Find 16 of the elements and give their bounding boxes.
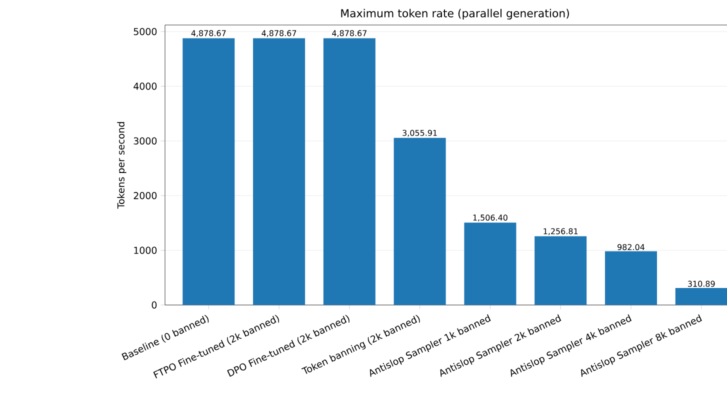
chart-title: Maximum token rate (parallel generation) xyxy=(341,8,569,20)
bar xyxy=(394,138,446,305)
y-tick-label: 4000 xyxy=(134,82,157,90)
y-axis-title: Tokens per second xyxy=(117,122,126,209)
y-tick-label: 5000 xyxy=(134,28,157,36)
bar xyxy=(604,251,657,305)
bar xyxy=(323,38,376,305)
y-tick-label: 0 xyxy=(152,301,157,309)
bar xyxy=(534,236,587,305)
y-tick-label: 2000 xyxy=(134,192,157,200)
bar xyxy=(675,288,727,305)
y-tick-label: 3000 xyxy=(134,137,157,145)
bar xyxy=(464,222,516,305)
y-tick-label: 1000 xyxy=(134,246,157,254)
bar xyxy=(182,38,235,305)
bar xyxy=(253,38,306,305)
